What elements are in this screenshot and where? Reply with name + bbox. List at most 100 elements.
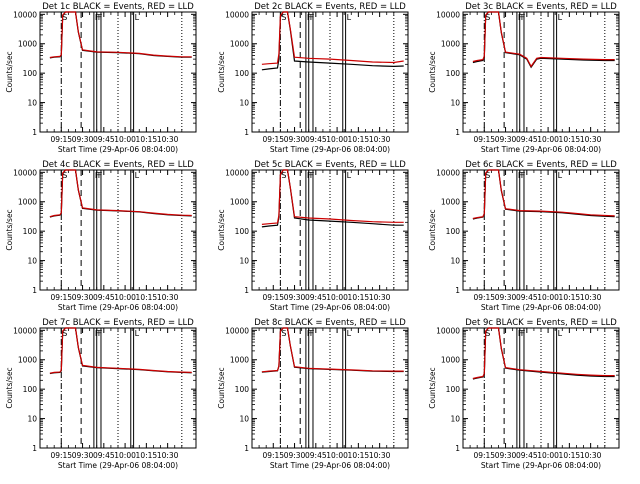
y-tick-label: 10 xyxy=(450,415,460,424)
y-tick-label: 1000 xyxy=(18,198,37,207)
y-tick-label: 10 xyxy=(239,257,249,266)
event-marker: S xyxy=(485,171,490,180)
y-axis-label: Counts/sec xyxy=(428,367,437,408)
event-marker: F xyxy=(98,171,103,180)
y-axis-label: Counts/sec xyxy=(428,209,437,250)
y-tick-label: 10000 xyxy=(225,168,249,177)
x-tick-label: 10:00 xyxy=(114,135,136,144)
panel-4: Det 4c BLACK = Events, RED = LLD 1 10 100 10… xyxy=(5,160,197,312)
y-tick-label: 10000 xyxy=(13,10,37,19)
event-marker: F xyxy=(518,329,523,338)
series-lld-line xyxy=(49,11,192,59)
y-tick-label: 1 xyxy=(32,286,37,295)
y-tick-label: 100 xyxy=(446,227,461,236)
x-axis-label: Start Time (29-Apr-06 08:04:00) xyxy=(58,303,178,312)
x-tick-label: 10:15 xyxy=(136,135,158,144)
series-lld-line xyxy=(261,11,404,65)
y-tick-label: 10 xyxy=(450,99,460,108)
y-tick-label: 10000 xyxy=(436,168,460,177)
y-tick-label: 10000 xyxy=(225,326,249,335)
x-tick-label: 09:45 xyxy=(305,293,327,302)
y-tick-label: 10 xyxy=(27,415,37,424)
y-tick-label: 1000 xyxy=(230,356,249,365)
event-marker: F xyxy=(521,329,526,338)
y-tick-label: 10000 xyxy=(436,10,460,19)
panel-title: Det 8c BLACK = Events, RED = LLD xyxy=(254,318,406,328)
y-axis-label: Counts/sec xyxy=(428,51,437,92)
panel-2: Det 2c BLACK = Events, RED = LLD 1 10 100 10… xyxy=(217,2,409,154)
x-tick-label: 10:00 xyxy=(114,293,136,302)
panel-9: Det 9c BLACK = Events, RED = LLD 1 10 100 10… xyxy=(428,318,620,470)
y-tick-label: 1000 xyxy=(441,356,460,365)
event-marker: F xyxy=(307,329,312,338)
event-marker: S xyxy=(62,329,67,338)
x-tick-label: 09:15 xyxy=(262,451,284,460)
x-tick-label: 09:30 xyxy=(284,451,306,460)
event-marker: L xyxy=(135,329,140,338)
event-marker: F xyxy=(307,13,312,22)
panel-1: Det 1c BLACK = Events, RED = LLD 1 10 100 10… xyxy=(5,2,197,154)
y-tick-label: 100 xyxy=(235,227,250,236)
event-marker: L xyxy=(558,13,563,22)
x-tick-label: 09:15 xyxy=(50,135,72,144)
event-marker: L xyxy=(558,171,563,180)
y-tick-label: 1 xyxy=(244,128,249,137)
y-tick-label: 100 xyxy=(446,69,461,78)
x-tick-label: 09:15 xyxy=(473,451,495,460)
x-tick-label: 10:00 xyxy=(537,451,559,460)
x-tick-label: 09:30 xyxy=(284,135,306,144)
panel-title: Det 5c BLACK = Events, RED = LLD xyxy=(254,160,406,170)
x-tick-label: 09:15 xyxy=(473,135,495,144)
y-tick-label: 1 xyxy=(244,444,249,453)
x-tick-label: 10:30 xyxy=(157,135,179,144)
y-tick-label: 1000 xyxy=(441,40,460,49)
x-axis-label: Start Time (29-Apr-06 08:04:00) xyxy=(481,461,601,470)
y-tick-label: 1 xyxy=(455,444,460,453)
event-marker: F xyxy=(98,13,103,22)
x-tick-label: 09:30 xyxy=(72,293,94,302)
y-axis-label: Counts/sec xyxy=(217,367,226,408)
event-marker: S xyxy=(281,171,286,180)
event-marker: S xyxy=(485,329,490,338)
series-lld-line xyxy=(261,327,404,373)
x-tick-label: 09:30 xyxy=(495,135,517,144)
event-marker: L xyxy=(558,329,563,338)
x-tick-label: 10:30 xyxy=(580,135,602,144)
y-tick-label: 10000 xyxy=(13,326,37,335)
y-tick-label: 1000 xyxy=(441,198,460,207)
y-axis-label: Counts/sec xyxy=(217,209,226,250)
x-axis-label: Start Time (29-Apr-06 08:04:00) xyxy=(270,303,390,312)
y-tick-label: 100 xyxy=(235,69,250,78)
x-axis-label: Start Time (29-Apr-06 08:04:00) xyxy=(481,145,601,154)
event-marker: S xyxy=(62,171,67,180)
y-tick-label: 100 xyxy=(23,69,38,78)
y-tick-label: 10 xyxy=(27,257,37,266)
y-tick-label: 10000 xyxy=(225,10,249,19)
event-marker: F xyxy=(521,13,526,22)
event-marker: F xyxy=(95,171,100,180)
y-axis-label: Counts/sec xyxy=(5,51,14,92)
x-axis-label: Start Time (29-Apr-06 08:04:00) xyxy=(270,145,390,154)
series-events-line xyxy=(49,327,192,375)
x-tick-label: 10:00 xyxy=(537,293,559,302)
series-events-line xyxy=(49,169,192,218)
series-events-line xyxy=(49,11,192,59)
x-tick-label: 09:45 xyxy=(305,451,327,460)
x-tick-label: 09:45 xyxy=(93,293,115,302)
x-tick-label: 10:15 xyxy=(559,293,581,302)
panel-title: Det 1c BLACK = Events, RED = LLD xyxy=(42,2,194,12)
x-tick-label: 10:30 xyxy=(580,451,602,460)
y-tick-label: 10 xyxy=(27,99,37,108)
x-tick-label: 10:15 xyxy=(348,451,370,460)
event-marker: F xyxy=(521,171,526,180)
y-tick-label: 10 xyxy=(239,415,249,424)
event-marker: F xyxy=(518,13,523,22)
x-tick-label: 09:45 xyxy=(93,451,115,460)
series-lld-line xyxy=(261,169,404,225)
x-tick-label: 10:00 xyxy=(326,293,348,302)
y-tick-label: 10 xyxy=(239,99,249,108)
event-marker: F xyxy=(98,329,103,338)
y-tick-label: 1000 xyxy=(18,356,37,365)
y-tick-label: 1 xyxy=(32,444,37,453)
